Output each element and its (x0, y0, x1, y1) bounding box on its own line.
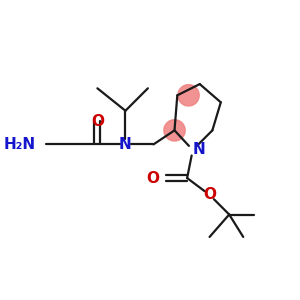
Circle shape (164, 120, 185, 141)
Text: O: O (91, 113, 104, 128)
Text: N: N (119, 137, 132, 152)
Text: N: N (193, 142, 206, 158)
Text: H₂N: H₂N (4, 137, 36, 152)
Circle shape (178, 85, 199, 106)
Text: O: O (203, 188, 216, 202)
Text: O: O (146, 170, 159, 185)
